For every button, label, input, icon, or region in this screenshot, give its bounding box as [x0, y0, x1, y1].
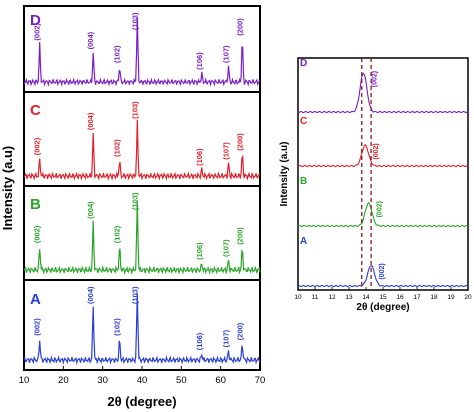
left-series-letter-b: B [30, 196, 41, 213]
left-tick-label-4: 50 [176, 375, 187, 386]
right-reference-lines [361, 58, 372, 290]
left-series-line-a [23, 293, 261, 365]
left-tick-label-1: 20 [58, 375, 69, 386]
left-peak-label-a-2: (102) [113, 318, 122, 336]
right-series-line-d [297, 72, 469, 114]
left-y-axis-label: Intensity (a.u) [0, 146, 15, 231]
left-series-letter-d: D [30, 12, 41, 29]
left-peak-label-c-1: (004) [86, 112, 95, 130]
right-series-letter-b: B [300, 176, 307, 187]
left-peak-label-a-5: (107) [221, 329, 230, 347]
left-peak-label-d-0: (002) [33, 23, 42, 41]
left-peak-label-c-3: (103) [130, 101, 139, 119]
left-peak-label-c-0: (002) [33, 137, 42, 155]
right-panel: D(002)C(002)B(002)A(002) 10 11 12 13 14 15 16 1… [279, 57, 472, 313]
left-peak-label-a-1: (004) [86, 286, 95, 304]
left-tick-label-0: 10 [19, 375, 30, 386]
left-peak-label-b-0: (002) [33, 225, 42, 243]
right-series-group: D (002) C (002) B (002) A (002) [297, 58, 469, 288]
left-peak-label-d-2: (102) [113, 45, 122, 63]
left-x-ticks: 10 20 30 40 50 60 70 [19, 366, 266, 386]
right-peak-label-b: (002) [377, 201, 384, 217]
right-tick-label-3: 13 [345, 294, 353, 301]
right-series-letter-a: A [300, 236, 307, 247]
right-tick-label-0: 10 [294, 294, 302, 301]
left-peak-label-a-3: (103) [130, 286, 139, 304]
right-series-line-a [297, 265, 469, 288]
left-series-letter-c: C [30, 102, 41, 119]
right-peak-label-d: (002) [371, 71, 378, 87]
left-series-line-d [23, 17, 261, 87]
left-x-axis-label: 2θ (degree) [107, 394, 176, 409]
left-peak-label-a-4: (106) [195, 332, 204, 350]
left-peak-label-a-0: (002) [33, 318, 42, 336]
left-peak-label-b-4: (106) [195, 242, 204, 260]
left-series-group: D(002)(004)(102)(103)(106) (107)(200)C(00… [23, 12, 261, 365]
left-peak-label-c-2: (102) [113, 139, 122, 157]
left-peak-label-b-6: (200) [235, 227, 244, 245]
left-peak-label-b-5: (107) [221, 239, 230, 257]
left-series-letter-a: A [30, 291, 41, 308]
right-tick-label-10: 20 [464, 294, 472, 301]
left-peak-label-d-3: (103) [130, 12, 139, 30]
right-x-axis-label: 2θ (degree) [356, 302, 409, 313]
right-tick-label-7: 17 [413, 294, 421, 301]
right-tick-label-8: 18 [430, 294, 438, 301]
right-series-line-b [297, 201, 469, 228]
right-tick-label-6: 16 [396, 294, 404, 301]
right-series-letter-c: C [300, 116, 307, 127]
right-series-letter-d: D [300, 58, 307, 69]
right-tick-label-1: 11 [312, 294, 319, 301]
left-peak-label-c-5: (107) [222, 142, 231, 160]
left-peak-label-b-2: (102) [113, 225, 122, 243]
right-series-line-c [297, 144, 469, 168]
left-peak-label-b-3: (103) [130, 192, 139, 210]
right-tick-label-9: 19 [447, 294, 455, 301]
left-peak-label-d-6: (200) [235, 18, 244, 36]
left-peak-label-d-5: (107) [222, 45, 231, 63]
left-panel: D(002)(004)(102)(103)(106) (107)(200)C(00… [0, 5, 266, 409]
right-y-axis-label: Intensity (a.u) [279, 141, 290, 206]
left-peak-label-c-4: (106) [195, 148, 204, 166]
left-peak-label-b-1: (004) [86, 201, 95, 219]
right-peak-label-c: (002) [373, 143, 380, 159]
right-x-ticks: 10 11 12 13 14 15 16 17 18 19 20 [294, 287, 472, 301]
left-peak-label-a-6: (200) [235, 322, 244, 340]
left-series-line-b [23, 200, 261, 276]
left-peak-label-d-1: (004) [86, 31, 95, 49]
right-tick-label-2: 12 [328, 294, 336, 301]
left-tick-label-3: 40 [137, 375, 148, 386]
left-tick-label-2: 30 [97, 375, 108, 386]
left-series-line-c [23, 119, 261, 181]
right-peak-label-a: (002) [379, 263, 386, 279]
left-peak-label-d-4: (106) [195, 52, 204, 70]
right-tick-label-4: 14 [362, 294, 370, 301]
right-tick-label-5: 15 [379, 294, 387, 301]
left-tick-label-5: 60 [215, 375, 226, 386]
left-peak-label-c-6: (200) [235, 133, 244, 151]
left-tick-label-6: 70 [255, 375, 266, 386]
